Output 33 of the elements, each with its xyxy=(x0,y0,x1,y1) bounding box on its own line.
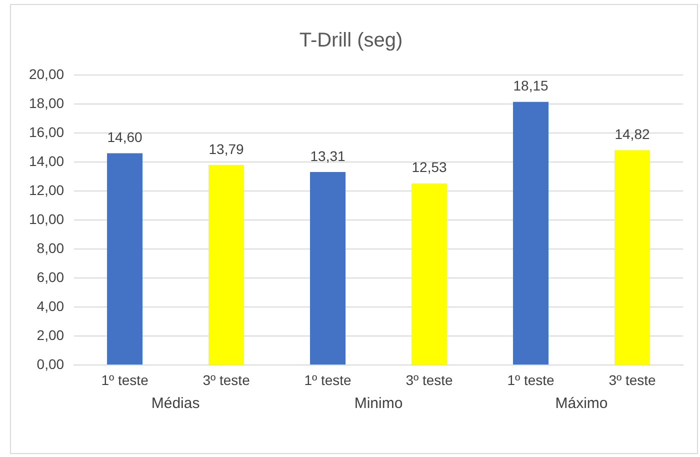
bar xyxy=(412,183,448,364)
data-label: 13,31 xyxy=(310,148,346,164)
y-tick-label: 14,00 xyxy=(28,152,64,169)
y-tick-label: 2,00 xyxy=(36,326,64,343)
series-label: 1º teste xyxy=(101,372,149,388)
x-tick-label: Máximo xyxy=(555,395,608,412)
y-tick-label: 20,00 xyxy=(28,66,64,82)
data-label: 14,82 xyxy=(614,126,650,142)
text: 1º teste xyxy=(507,372,554,388)
bar xyxy=(512,102,549,364)
text: 1º teste xyxy=(304,372,352,388)
y-tick-label: 10,00 xyxy=(28,210,64,227)
data-label: 14,60 xyxy=(107,129,143,146)
series-label: 3º teste xyxy=(608,372,656,388)
bar xyxy=(208,165,244,364)
chart-title: T-Drill (seg) xyxy=(299,30,403,52)
y-tick-label: 0,00 xyxy=(36,356,64,372)
bar xyxy=(107,153,143,364)
y-tick-label: 4,00 xyxy=(36,298,64,314)
y-tick-label: 6,00 xyxy=(36,268,64,285)
text: 3º teste xyxy=(202,372,250,388)
bar xyxy=(310,172,346,364)
x-tick-label: Médias xyxy=(151,395,200,412)
y-tick-label: 16,00 xyxy=(28,124,64,140)
y-tick-label: 12,00 xyxy=(28,182,64,198)
text: 3º teste xyxy=(406,372,453,388)
data-label: 13,79 xyxy=(208,140,244,157)
x-tick-label: Minimo xyxy=(354,395,403,412)
data-label: 12,53 xyxy=(412,159,447,176)
data-label: 18,15 xyxy=(513,78,548,94)
y-tick-label: 8,00 xyxy=(36,240,64,256)
bar xyxy=(614,150,650,364)
y-tick-label: 18,00 xyxy=(28,94,64,111)
